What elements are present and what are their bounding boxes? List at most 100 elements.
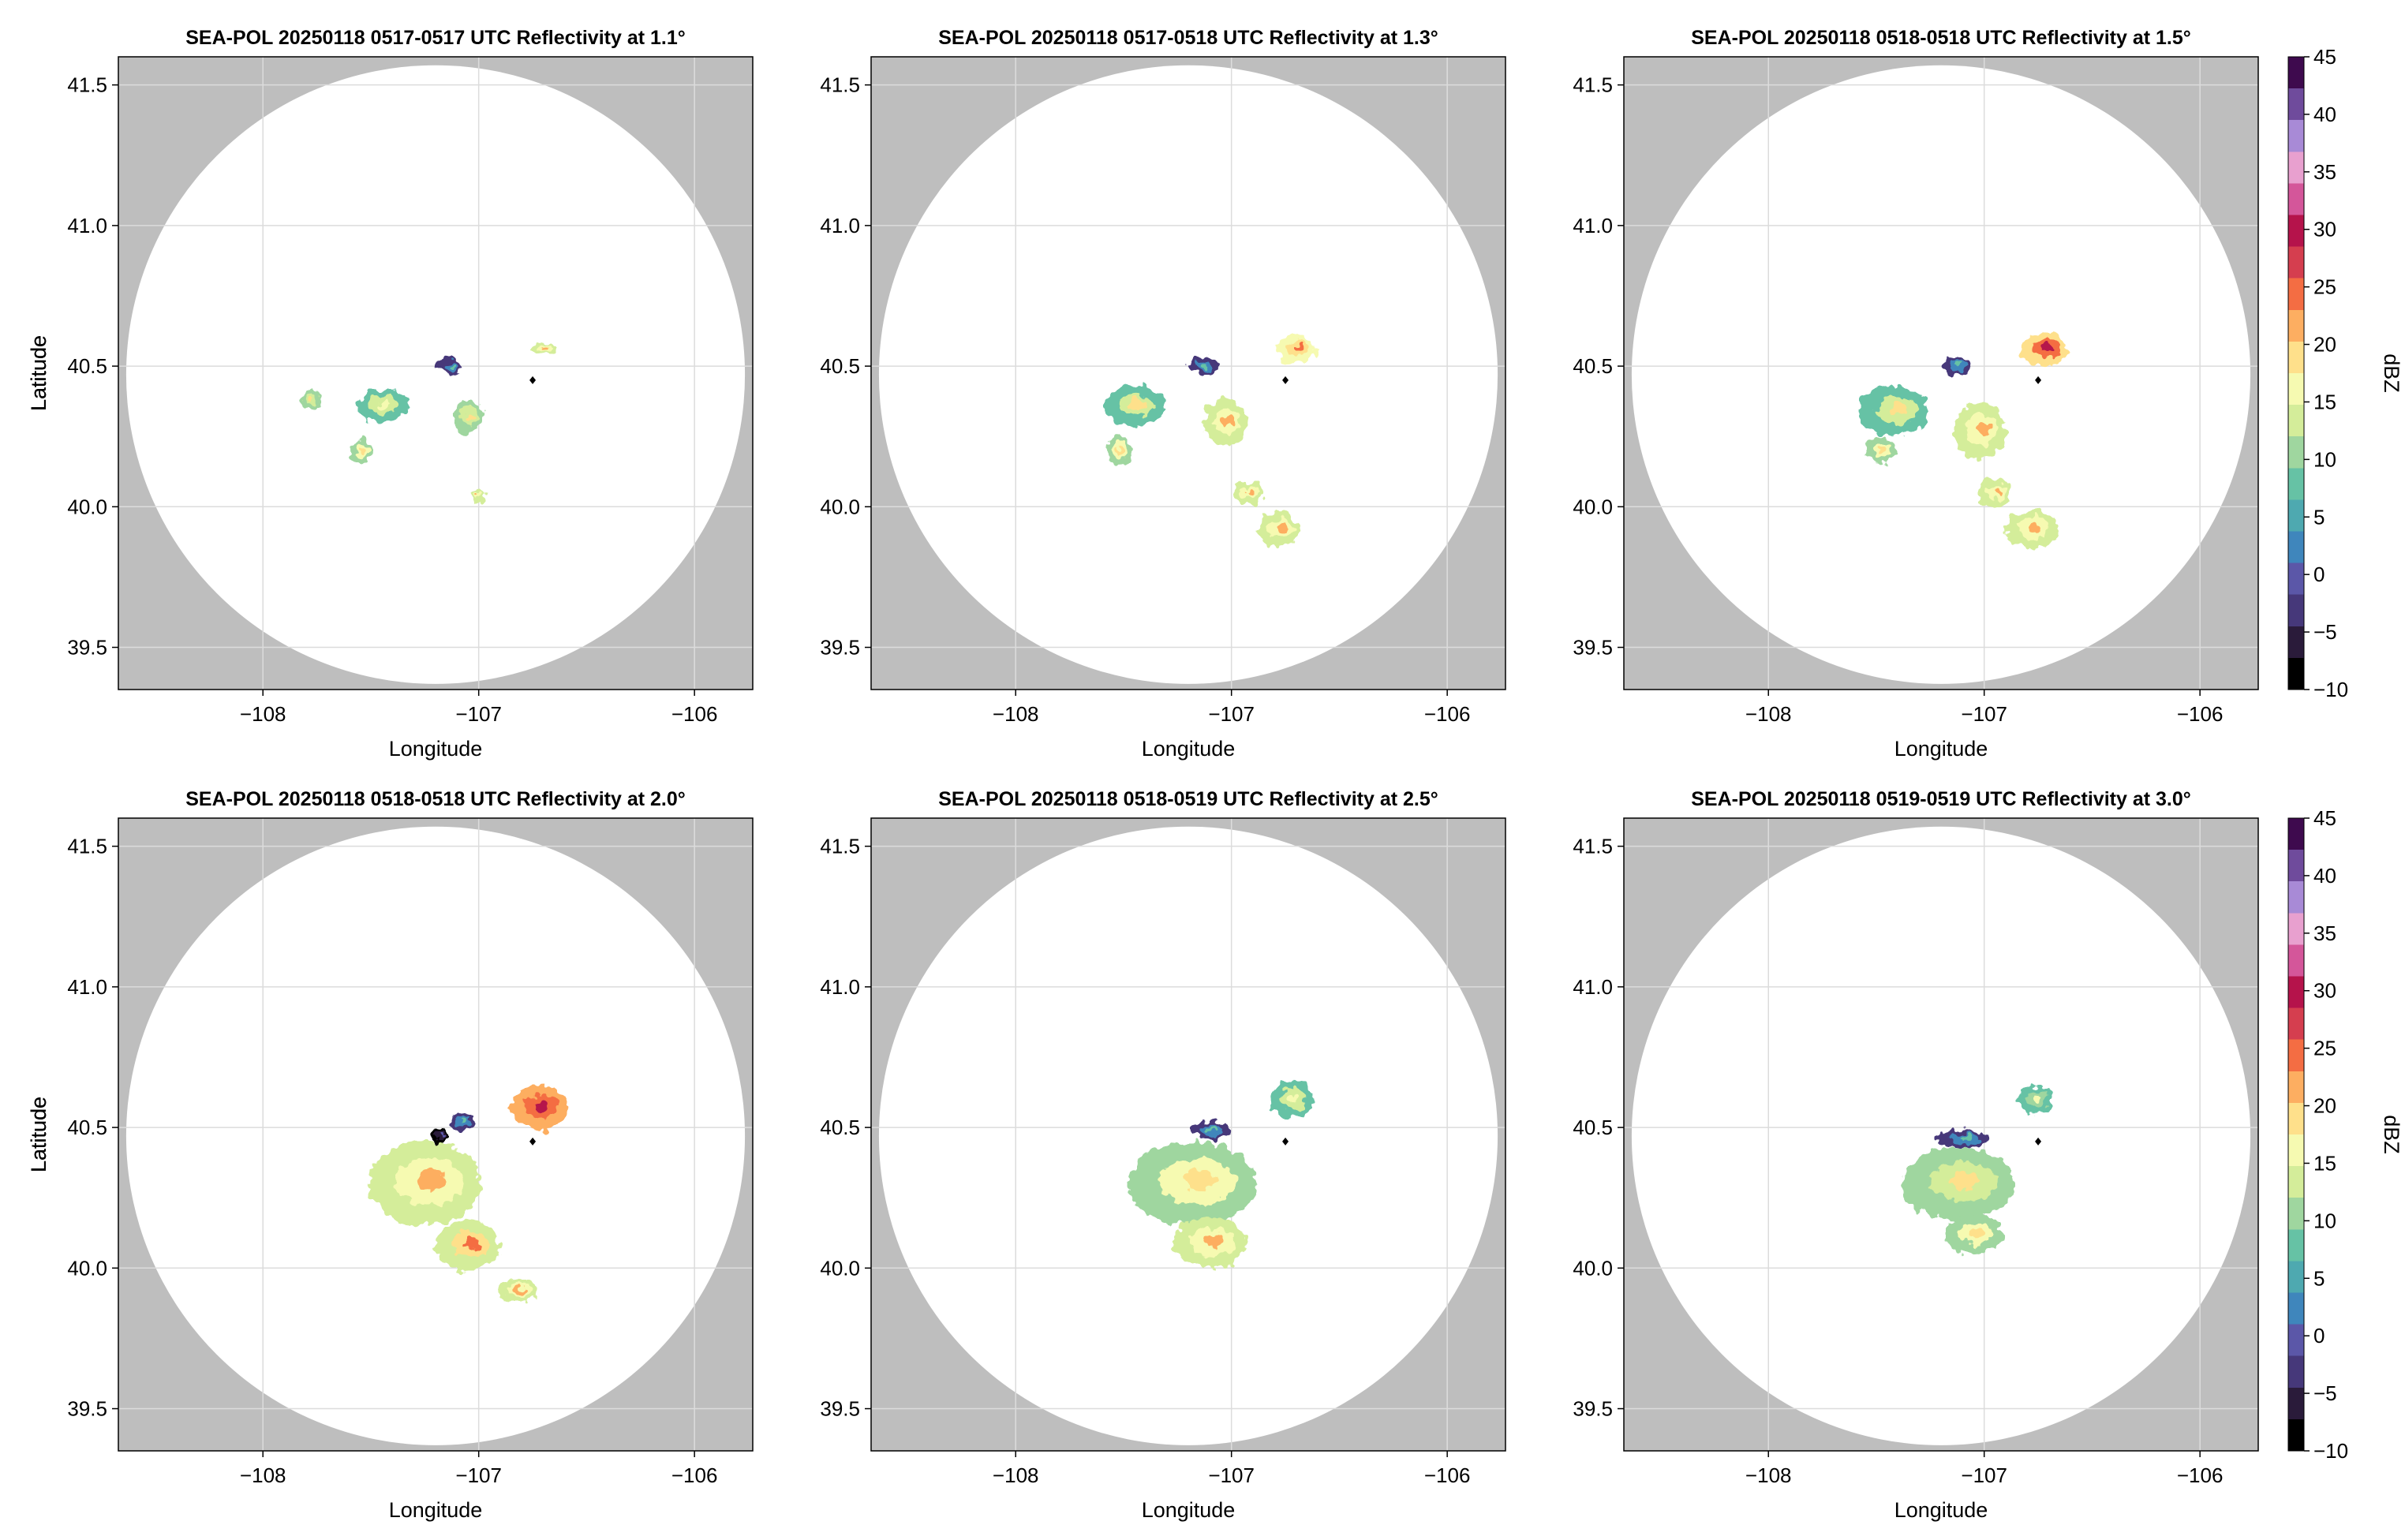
echo-peak: [309, 396, 314, 402]
panel-title: SEA-POL 20250118 0517-0518 UTC Reflectiv…: [938, 27, 1438, 49]
echo-peak: [2028, 522, 2041, 533]
radar-location-marker: [529, 376, 537, 384]
axes-frame: [1623, 56, 2259, 690]
radar-panel-4: −108 −107 −106 39.5 40.0 40.5 41.0 41.5 SEA-POL …: [27, 788, 754, 1522]
echo-peak: [1992, 488, 2002, 495]
radar-panel-2: −108 −107 −106 39.5 40.0 40.5 41.0 41.5 SEA-POL …: [27, 27, 1506, 761]
colorbar-tick-label: 15: [2313, 390, 2336, 413]
echo-peak: [541, 347, 548, 350]
radar-location-marker: [2035, 1137, 2042, 1146]
colorbar-tick-label: −10: [2313, 678, 2348, 701]
colorbar-tick-label: 10: [2313, 1209, 2336, 1232]
colorbar-gradient: [2288, 818, 2304, 1451]
x-tick-label: −106: [671, 1463, 718, 1487]
y-axis-label: Latitude: [27, 335, 50, 411]
y-tick-label: 40.0: [67, 495, 107, 518]
panel-title: SEA-POL 20250118 0517-0517 UTC Reflectiv…: [185, 27, 686, 49]
colorbar-2: −10 −5 0 5 10 15 20 25 30 35 40 45 dBZ: [2287, 806, 2403, 1463]
echo-peak: [1206, 1127, 1218, 1132]
echo-peak: [1889, 402, 1907, 416]
y-tick-label: 39.5: [820, 636, 860, 660]
y-axis-label: Latitude: [27, 335, 50, 411]
colorbar-tick-label: 15: [2313, 1151, 2336, 1175]
echo-peak: [2033, 1094, 2043, 1102]
x-axis-label: Longitude: [1142, 1498, 1236, 1522]
echo-peak: [1130, 398, 1146, 409]
y-tick-label: 41.5: [67, 73, 107, 97]
colorbar-tick-label: −10: [2313, 1439, 2348, 1463]
axes-frame: [870, 817, 1506, 1452]
echo-peak: [1959, 1135, 1973, 1141]
colorbar-tick-label: 5: [2313, 505, 2325, 529]
echo-peak: [459, 1119, 466, 1123]
colorbar-tick-label: 0: [2313, 563, 2325, 586]
echo-peak: [1205, 1234, 1224, 1247]
x-tick-label: −107: [455, 702, 502, 726]
colorbar-tick-label: 0: [2313, 1324, 2325, 1348]
y-tick-label: 39.5: [1573, 1397, 1613, 1421]
y-tick-label: 40.5: [67, 1116, 107, 1139]
axes-frame: [1623, 817, 2259, 1452]
plot-area: [1624, 818, 2258, 1451]
y-tick-label: 39.5: [1573, 636, 1613, 660]
plot-area: [1624, 57, 2258, 690]
echo-peak: [1293, 344, 1303, 352]
reflectivity-echoes: [1859, 332, 2069, 549]
y-tick-label: 39.5: [67, 1397, 107, 1421]
colorbar-tick-label: 35: [2313, 160, 2336, 184]
y-tick-label: 40.5: [820, 1116, 860, 1139]
y-tick-label: 41.5: [1573, 73, 1613, 97]
radar-panel-5: −108 −107 −106 39.5 40.0 40.5 41.0 41.5 SEA-POL …: [27, 788, 1506, 1522]
colorbar-tick-label: 45: [2313, 806, 2336, 830]
echo-peak: [1289, 1093, 1300, 1103]
echo-peak: [514, 1287, 526, 1293]
echo-peak: [449, 363, 456, 368]
y-tick-label: 40.0: [67, 1256, 107, 1280]
y-tick-label: 39.5: [820, 1397, 860, 1421]
x-tick-label: −107: [1208, 1463, 1255, 1487]
reflectivity-echoes: [1128, 1079, 1314, 1269]
echo-peak: [535, 1100, 550, 1112]
y-tick-label: 41.0: [67, 214, 107, 237]
echo-peak: [439, 1133, 443, 1138]
radar-panel-1: −108 −107 −106 39.5 40.0 40.5 41.0 41.5 SEA-POL …: [27, 27, 754, 761]
radar-location-marker: [2035, 376, 2042, 384]
axes-frame: [118, 56, 754, 690]
echo-peak: [463, 1237, 481, 1250]
x-tick-label: −108: [240, 1463, 286, 1487]
echo-peak: [1976, 421, 1990, 436]
y-tick-label: 40.5: [820, 354, 860, 378]
x-tick-label: −106: [1424, 1463, 1471, 1487]
y-tick-label: 41.0: [820, 975, 860, 999]
colorbar-tick-label: 20: [2313, 1094, 2336, 1118]
radar-range-disk: [878, 826, 1498, 1445]
radar-location-marker: [1282, 376, 1289, 384]
x-tick-label: −108: [240, 702, 286, 726]
y-tick-label: 41.0: [1573, 214, 1613, 237]
colorbar-tick-label: 25: [2313, 1037, 2336, 1060]
y-tick-label: 41.5: [820, 73, 860, 97]
colorbar-tick-label: 20: [2313, 333, 2336, 357]
y-tick-label: 40.5: [1573, 354, 1613, 378]
radar-panel-3: −108 −107 −106 39.5 40.0 40.5 41.0 41.5 SEA-POL …: [27, 27, 2259, 761]
echo-peak: [466, 411, 474, 420]
x-tick-label: −107: [455, 1463, 502, 1487]
y-tick-label: 40.0: [820, 495, 860, 518]
colorbar-tick-label: 45: [2313, 45, 2336, 69]
y-tick-label: 41.5: [820, 835, 860, 858]
x-tick-label: −107: [1961, 702, 2007, 726]
echo-peak: [358, 447, 365, 453]
radar-panel-6: −108 −107 −106 39.5 40.0 40.5 41.0 41.5 SEA-POL …: [27, 788, 2259, 1522]
plot-area: [118, 57, 753, 690]
reflectivity-echoes: [301, 343, 557, 502]
y-axis-label: Latitude: [27, 1097, 50, 1172]
x-axis-label: Longitude: [1142, 737, 1236, 761]
colorbar-tick-label: 25: [2313, 275, 2336, 299]
y-tick-label: 41.0: [67, 975, 107, 999]
x-tick-label: −107: [1961, 1463, 2007, 1487]
plot-area: [118, 818, 753, 1451]
colorbar-label: dBZ: [2380, 353, 2403, 393]
colorbar-frame: [2287, 817, 2305, 1452]
y-tick-label: 41.5: [67, 835, 107, 858]
